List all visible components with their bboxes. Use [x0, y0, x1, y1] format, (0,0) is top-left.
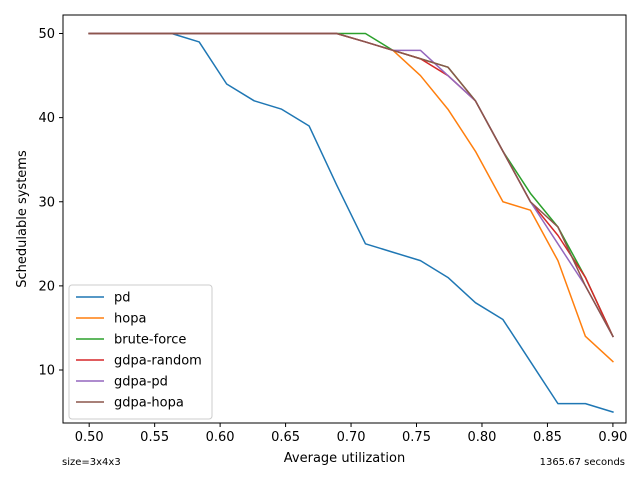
legend-label-gdpa-random: gdpa-random	[114, 354, 202, 369]
legend-label-gdpa-pd: gdpa-pd	[114, 375, 168, 390]
y-axis-ticks: 10 20 30 40 50	[38, 27, 63, 379]
y-axis-label: Schedulable systems	[15, 150, 30, 288]
legend-label-gdpa-hopa: gdpa-hopa	[114, 396, 184, 411]
y-tick-label: 40	[38, 111, 55, 126]
legend-label-hopa: hopa	[114, 312, 146, 327]
x-axis-label: Average utilization	[284, 451, 405, 466]
legend-label-brute-force: brute-force	[114, 333, 186, 348]
y-tick-label: 10	[38, 364, 55, 379]
x-tick-label: 0.75	[402, 430, 431, 445]
y-tick-label: 20	[38, 279, 55, 294]
x-axis-ticks: 0.50 0.55 0.60 0.65 0.70 0.75 0.80 0.85 0.90	[75, 423, 627, 445]
plot-frame	[62, 14, 627, 424]
y-tick-label: 30	[38, 195, 55, 210]
x-tick-label: 0.60	[206, 430, 235, 445]
x-tick-label: 0.50	[75, 430, 104, 445]
legend-label-pd: pd	[114, 291, 131, 306]
legend-box	[68, 284, 213, 420]
size-note: size=3x4x3	[62, 457, 121, 468]
x-tick-label: 0.55	[140, 430, 169, 445]
series-layer	[88, 32, 614, 413]
x-tick-label: 0.85	[533, 430, 562, 445]
x-tick-label: 0.70	[337, 430, 366, 445]
series-line-pd	[88, 32, 614, 413]
y-tick-label: 50	[38, 27, 55, 42]
series-line-gdpa-hopa	[88, 32, 614, 338]
legend: pd hopa brute-force gdpa-random gdpa-pd gdpa-…	[68, 284, 213, 420]
runtime-note: 1365.67 seconds	[539, 457, 625, 468]
x-tick-label: 0.90	[598, 430, 627, 445]
x-tick-label: 0.65	[271, 430, 300, 445]
x-tick-label: 0.80	[468, 430, 497, 445]
